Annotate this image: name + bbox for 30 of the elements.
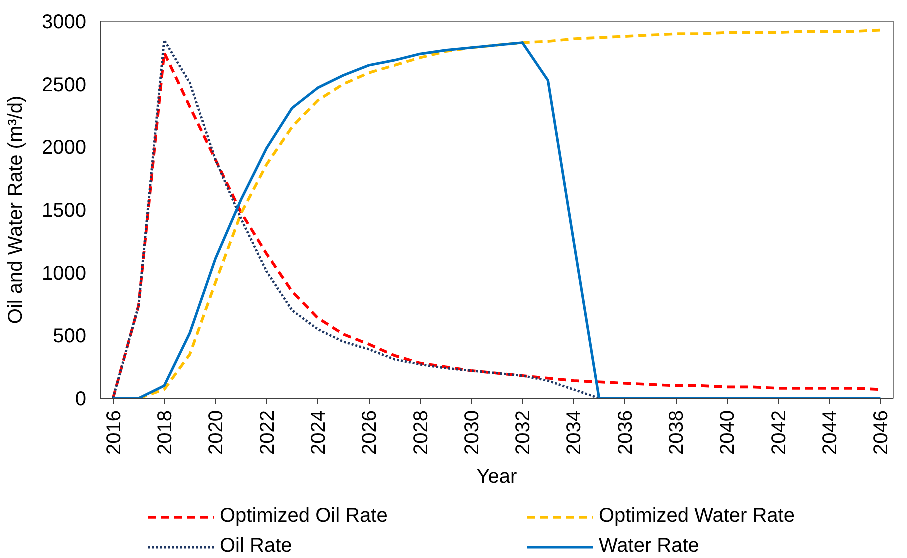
y-tick-label: 1000 [42,262,87,285]
x-tick-label: 2040 [717,410,740,455]
x-tick-label: 2018 [154,410,176,455]
x-tick-label: 2030 [461,410,484,455]
x-tick-label: 2038 [666,410,688,455]
line-series [112,39,601,398]
x-tick-label: 2016 [103,410,126,455]
x-tick-label: 2036 [614,410,637,455]
x-axis-title: Year [476,466,518,488]
x-tick-label: 2044 [820,410,842,455]
y-axis-title: Oil and Water Rate (m³/d) [5,96,28,324]
x-tick-label: 2026 [359,410,382,455]
legend-label: Optimized Water Rate [599,505,796,528]
legend-label: Optimized Oil Rate [220,505,389,528]
x-tick-label: 2032 [512,410,535,455]
legend-label: Water Rate [599,535,700,558]
x-tick-label: 2028 [410,410,432,455]
x-tick-label: 2046 [870,410,893,455]
legend-label: Oil Rate [220,535,294,558]
x-tick-label: 2034 [564,410,586,455]
y-tick-label: 2500 [42,74,87,96]
y-tick-label: 2000 [42,137,87,160]
x-tick-label: 2042 [768,410,790,455]
y-tick-label: 500 [53,326,87,348]
x-tick-label: 2020 [206,410,228,455]
y-tick-label: 1500 [42,200,87,222]
x-tick-label: 2024 [308,410,330,455]
y-tick-label: 3000 [42,12,87,34]
x-tick-label: 2022 [256,410,279,455]
y-tick-label: 0 [75,388,86,410]
